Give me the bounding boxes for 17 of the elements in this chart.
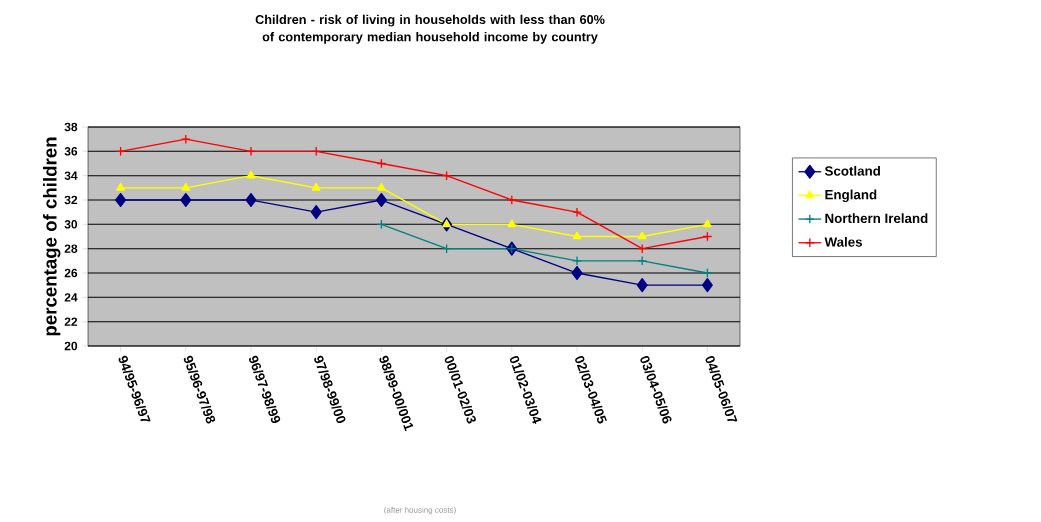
- legend-label: Scotland: [824, 165, 880, 176]
- legend-label: England: [825, 189, 877, 203]
- text: (after housing costs): [384, 506, 456, 515]
- y-tick-label: 26: [64, 268, 78, 278]
- y-tick-label: 36: [64, 147, 78, 156]
- y-tick-label: 24: [64, 293, 78, 302]
- legend-label: Wales: [824, 236, 863, 247]
- y-tick-label: 28: [64, 244, 78, 253]
- y-tick-label: 30: [64, 220, 78, 229]
- y-tick-label: 22: [64, 317, 78, 326]
- y-tick-label: 38: [64, 122, 78, 132]
- y-tick-label: 34: [64, 171, 78, 180]
- legend-label: Northern Ireland: [825, 213, 928, 224]
- y-tick-label: 32: [64, 195, 78, 205]
- y-tick-label: 20: [64, 341, 78, 351]
- chart-title: Children - risk of living in households with less than 60% of contemporary median household income by country: [255, 14, 605, 44]
- y-axis-title: percentage of children: [42, 137, 61, 336]
